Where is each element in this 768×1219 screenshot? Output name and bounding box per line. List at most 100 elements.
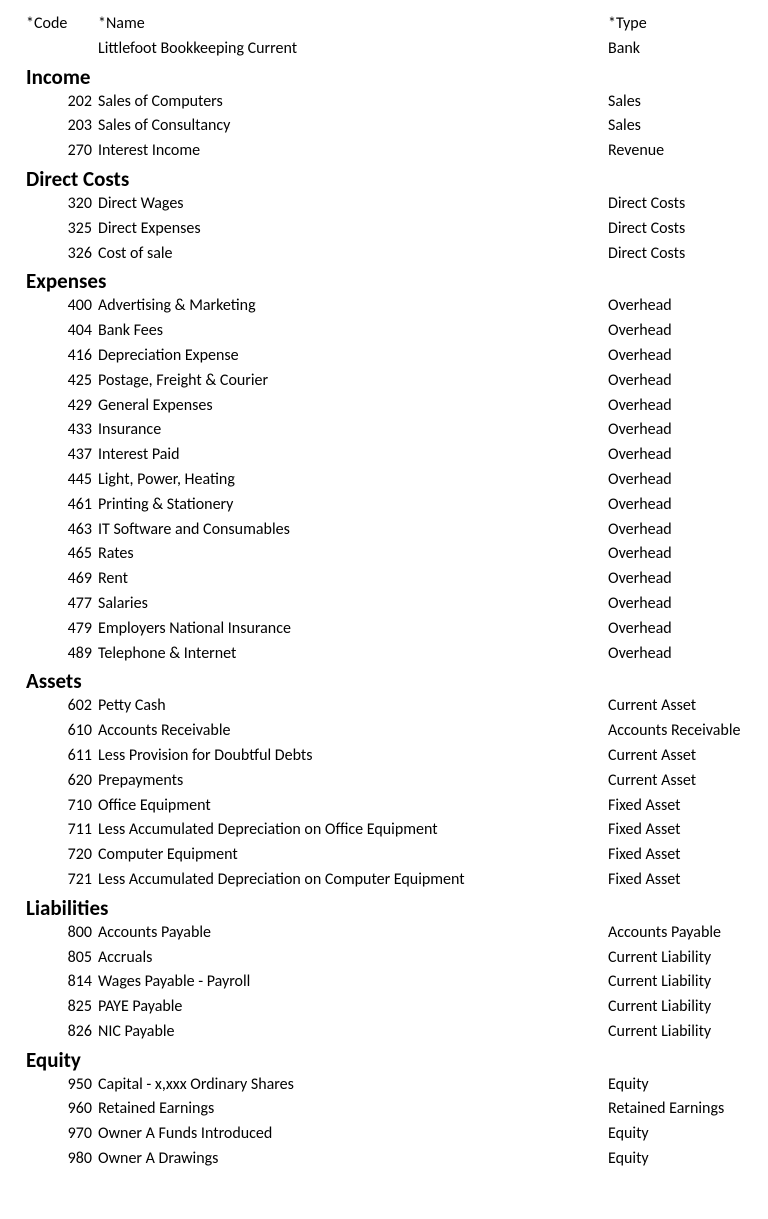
account-code: 950 <box>8 1073 98 1098</box>
account-name: Littlefoot Bookkeeping Current <box>98 37 608 62</box>
account-row: 721Less Accumulated Depreciation on Comp… <box>8 868 760 893</box>
account-name: Employers National Insurance <box>98 617 608 642</box>
account-name: Interest Paid <box>98 443 608 468</box>
account-name: Printing & Stationery <box>98 493 608 518</box>
account-code: 477 <box>8 592 98 617</box>
account-type: Equity <box>608 1122 760 1147</box>
account-type: Current Asset <box>608 769 760 794</box>
account-code: 610 <box>8 719 98 744</box>
account-name: Petty Cash <box>98 694 608 719</box>
account-type: Current Liability <box>608 970 760 995</box>
column-headers: *Code *Name *Type <box>8 12 760 37</box>
header-type: *Type <box>608 12 760 37</box>
account-row: 970Owner A Funds IntroducedEquity <box>8 1122 760 1147</box>
section-header: Direct Costs <box>8 166 760 192</box>
account-row: Littlefoot Bookkeeping Current Bank <box>8 37 760 62</box>
account-type: Sales <box>608 114 760 139</box>
account-name: Salaries <box>98 592 608 617</box>
account-type: Overhead <box>608 592 760 617</box>
section-header: Equity <box>8 1047 760 1073</box>
account-name: Depreciation Expense <box>98 344 608 369</box>
account-row: 437Interest PaidOverhead <box>8 443 760 468</box>
account-code: 425 <box>8 369 98 394</box>
account-name: Accounts Receivable <box>98 719 608 744</box>
account-row: 479Employers National InsuranceOverhead <box>8 617 760 642</box>
account-type: Overhead <box>608 369 760 394</box>
account-code: 445 <box>8 468 98 493</box>
account-code: 721 <box>8 868 98 893</box>
account-name: Telephone & Internet <box>98 642 608 667</box>
account-type: Equity <box>608 1147 760 1172</box>
account-code: 404 <box>8 319 98 344</box>
account-type: Fixed Asset <box>608 843 760 868</box>
account-name: Interest Income <box>98 139 608 164</box>
account-name: Light, Power, Heating <box>98 468 608 493</box>
account-name: Rates <box>98 542 608 567</box>
header-code: *Code <box>8 12 98 37</box>
account-type: Fixed Asset <box>608 818 760 843</box>
account-code: 960 <box>8 1097 98 1122</box>
account-code: 400 <box>8 294 98 319</box>
account-name: Advertising & Marketing <box>98 294 608 319</box>
account-type: Overhead <box>608 319 760 344</box>
account-type: Bank <box>608 37 760 62</box>
account-type: Overhead <box>608 394 760 419</box>
account-type: Overhead <box>608 493 760 518</box>
account-row: 814Wages Payable - PayrollCurrent Liabil… <box>8 970 760 995</box>
account-name: Retained Earnings <box>98 1097 608 1122</box>
account-name: Computer Equipment <box>98 843 608 868</box>
account-type: Overhead <box>608 542 760 567</box>
account-code: 602 <box>8 694 98 719</box>
account-row: 433InsuranceOverhead <box>8 418 760 443</box>
sections-container: Income202Sales of ComputersSales203Sales… <box>8 64 760 1172</box>
account-name: Direct Wages <box>98 192 608 217</box>
account-type: Direct Costs <box>608 192 760 217</box>
account-code: 711 <box>8 818 98 843</box>
account-name: Less Provision for Doubtful Debts <box>98 744 608 769</box>
account-code: 800 <box>8 921 98 946</box>
account-row: 202Sales of ComputersSales <box>8 90 760 115</box>
account-row: 602Petty CashCurrent Asset <box>8 694 760 719</box>
account-code: 437 <box>8 443 98 468</box>
account-type: Fixed Asset <box>608 868 760 893</box>
account-row: 425Postage, Freight & CourierOverhead <box>8 369 760 394</box>
header-name: *Name <box>98 12 608 37</box>
account-row: 610Accounts ReceivableAccounts Receivabl… <box>8 719 760 744</box>
account-code: 270 <box>8 139 98 164</box>
account-type: Equity <box>608 1073 760 1098</box>
account-name: Rent <box>98 567 608 592</box>
account-type: Fixed Asset <box>608 794 760 819</box>
account-row: 325Direct ExpensesDirect Costs <box>8 217 760 242</box>
account-row: 400Advertising & MarketingOverhead <box>8 294 760 319</box>
account-row: 800Accounts PayableAccounts Payable <box>8 921 760 946</box>
account-row: 429General ExpensesOverhead <box>8 394 760 419</box>
account-name: General Expenses <box>98 394 608 419</box>
account-code: 479 <box>8 617 98 642</box>
account-name: Postage, Freight & Courier <box>98 369 608 394</box>
account-type: Current Liability <box>608 1020 760 1045</box>
account-code: 970 <box>8 1122 98 1147</box>
account-type: Overhead <box>608 642 760 667</box>
account-type: Direct Costs <box>608 242 760 267</box>
account-row: 463IT Software and ConsumablesOverhead <box>8 518 760 543</box>
account-code: 202 <box>8 90 98 115</box>
account-row: 611Less Provision for Doubtful DebtsCurr… <box>8 744 760 769</box>
account-name: Less Accumulated Depreciation on Office … <box>98 818 608 843</box>
account-code: 826 <box>8 1020 98 1045</box>
account-code: 416 <box>8 344 98 369</box>
account-row: 960Retained EarningsRetained Earnings <box>8 1097 760 1122</box>
account-code: 611 <box>8 744 98 769</box>
account-name: Office Equipment <box>98 794 608 819</box>
account-name: Cost of sale <box>98 242 608 267</box>
account-row: 980Owner A DrawingsEquity <box>8 1147 760 1172</box>
account-type: Overhead <box>608 418 760 443</box>
account-row: 270Interest IncomeRevenue <box>8 139 760 164</box>
account-code: 461 <box>8 493 98 518</box>
account-code: 429 <box>8 394 98 419</box>
account-code: 469 <box>8 567 98 592</box>
account-name: Owner A Drawings <box>98 1147 608 1172</box>
account-row: 805AccrualsCurrent Liability <box>8 946 760 971</box>
account-code: 620 <box>8 769 98 794</box>
account-row: 404Bank FeesOverhead <box>8 319 760 344</box>
account-name: Prepayments <box>98 769 608 794</box>
